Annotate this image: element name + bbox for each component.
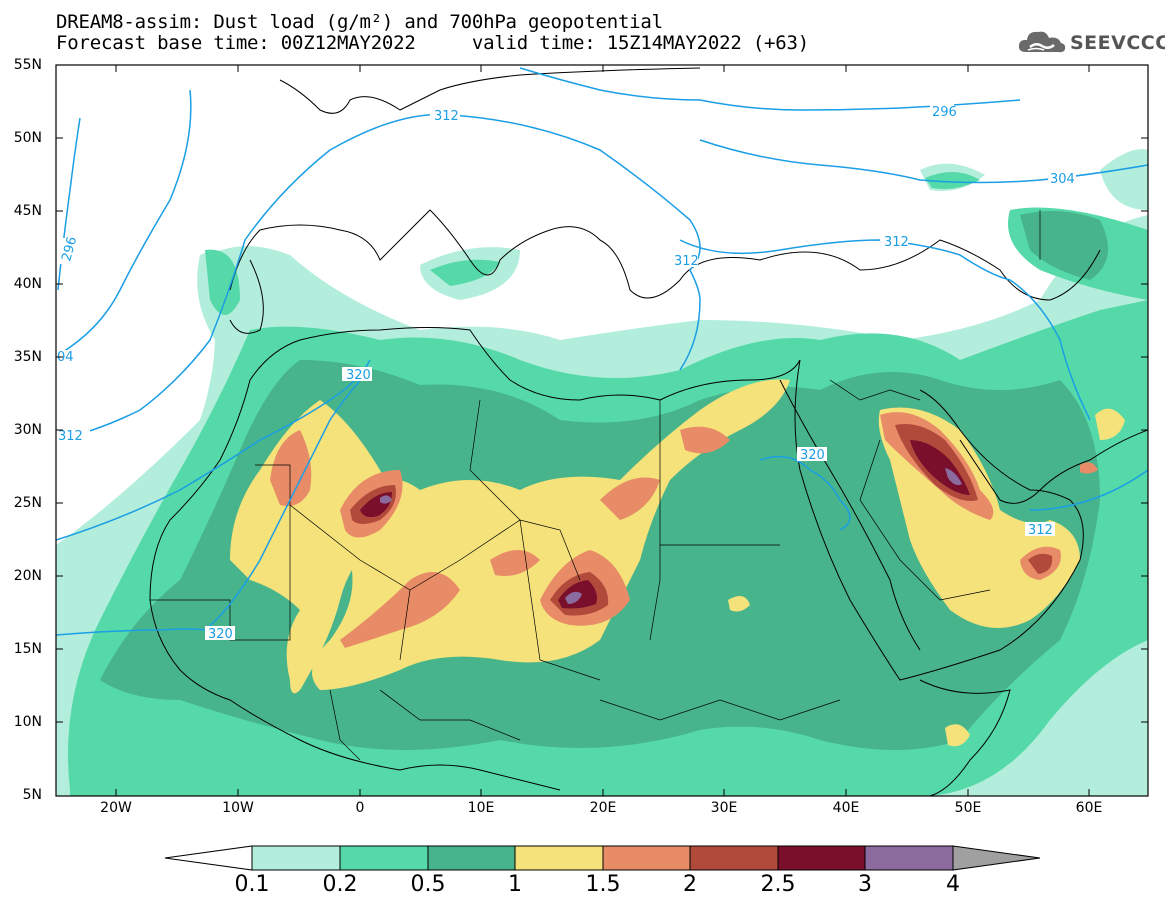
- dust-level-3: [380, 468, 962, 604]
- contour-label-320-west-africa: 320: [208, 627, 233, 642]
- colorbar-label-2: 2: [683, 872, 697, 897]
- contour-label-320-egypt: 320: [800, 448, 825, 463]
- lon-label-20w: 20W: [100, 800, 132, 816]
- contour-label-312-east: 312: [884, 235, 909, 250]
- contour-label-312-greece: 312: [674, 254, 699, 269]
- lat-label-55n: 55N: [13, 57, 42, 73]
- contour-label-296-north: 296: [932, 105, 957, 120]
- geopotential-contours: [56, 67, 1148, 636]
- colorbar-label-0-5: 0.5: [410, 872, 446, 897]
- contour-label-312-arabia: 312: [1028, 523, 1053, 538]
- contour-label-304-west: 04: [57, 350, 74, 365]
- colorbar-label-3: 3: [858, 872, 872, 897]
- lat-label-35n: 35N: [13, 349, 42, 365]
- logo-text: SEEVCCC: [1070, 32, 1165, 54]
- lat-label-30n: 30N: [13, 422, 42, 438]
- lon-label-50e: 50E: [954, 800, 982, 816]
- chart-title: DREAM8-assim: Dust load (g/m²) and 700hP…: [56, 11, 663, 33]
- contour-label-312-west: 312: [58, 429, 83, 444]
- lon-label-0: 0: [355, 800, 365, 816]
- map-area: 296 296 304 312 312 312 312 312 320 320 …: [56, 65, 1148, 796]
- coastlines: [149, 67, 1148, 796]
- forecast-times: Forecast base time: 00Z12MAY2022 valid t…: [56, 32, 810, 54]
- colorbar-swatch-6: [689, 845, 779, 871]
- lat-label-10n: 10N: [13, 714, 42, 730]
- colorbar-label-1: 1: [508, 872, 522, 897]
- geopotential-label-group: 296 296 304 312 312 312 312 312 320 320 …: [56, 104, 1076, 642]
- contour-label-312-europe: 312: [434, 109, 459, 124]
- colorbar-label-2-5: 2.5: [760, 872, 796, 897]
- lat-label-5n: 5N: [22, 787, 42, 803]
- seevccc-logo: SEEVCCC: [1016, 26, 1165, 60]
- colorbar-swatch-8: [864, 845, 954, 871]
- lat-label-40n: 40N: [13, 276, 42, 292]
- lat-label-15n: 15N: [13, 641, 42, 657]
- lon-label-60e: 60E: [1075, 800, 1103, 816]
- lon-label-10e: 10E: [467, 800, 495, 816]
- colorbar-swatch-5: [602, 845, 691, 871]
- colorbar-label-0-1: 0.1: [234, 872, 270, 897]
- colorbar-swatch-7: [777, 845, 866, 871]
- lat-label-25n: 25N: [13, 495, 42, 511]
- cloud-icon: [1018, 31, 1066, 53]
- colorbar-label-4: 4: [946, 872, 960, 897]
- contour-label-304: 304: [1050, 172, 1075, 187]
- lat-label-20n: 20N: [13, 568, 42, 584]
- colorbar-swatch-3: [427, 845, 516, 871]
- lon-label-20e: 20E: [589, 800, 617, 816]
- colorbar-swatch-1: [251, 845, 341, 871]
- lon-label-30e: 30E: [710, 800, 738, 816]
- lon-label-10w: 10W: [222, 800, 254, 816]
- colorbar-swatch-4: [514, 845, 604, 871]
- lat-ticks: [56, 64, 1148, 723]
- lon-label-40e: 40E: [832, 800, 860, 816]
- colorbar-label-1-5: 1.5: [585, 872, 621, 897]
- lon-ticks: [115, 65, 1090, 796]
- country-borders: [150, 210, 1041, 761]
- colorbar-label-0-2: 0.2: [322, 872, 358, 897]
- colorbar-under-triangle: [164, 845, 253, 871]
- colorbar-over-triangle: [952, 845, 1041, 871]
- lat-label-50n: 50N: [13, 130, 42, 146]
- colorbar: [164, 845, 1041, 871]
- contour-label-320-morocco: 320: [346, 368, 371, 383]
- lat-label-45n: 45N: [13, 203, 42, 219]
- contour-label-296-west: 296: [59, 235, 80, 263]
- colorbar-swatch-2: [339, 845, 429, 871]
